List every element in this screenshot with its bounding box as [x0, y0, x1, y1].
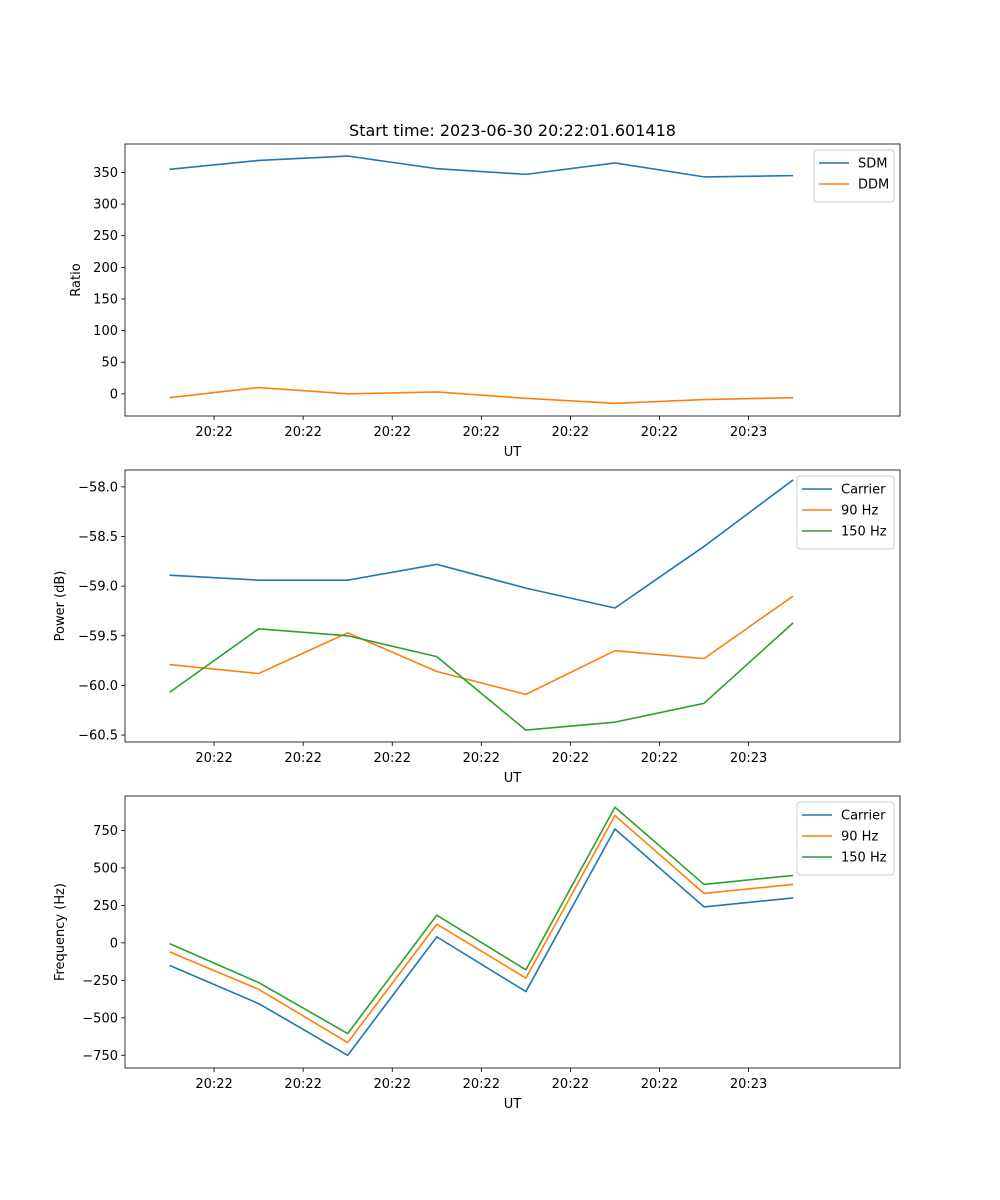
- y-tick-label: −750: [82, 1049, 118, 1064]
- y-axis-label: Ratio: [69, 263, 84, 296]
- y-tick-label: −60.0: [78, 679, 118, 694]
- legend-entry: DDM: [858, 178, 889, 193]
- y-tick-label: 350: [93, 166, 118, 181]
- chart-title: Start time: 2023-06-30 20:22:01.601418: [349, 121, 676, 140]
- x-axis-label: UT: [504, 445, 522, 460]
- y-tick-label: 0: [110, 936, 118, 951]
- x-tick-label: 20:23: [730, 425, 767, 440]
- x-tick-label: 20:22: [374, 425, 411, 440]
- series-line-carrier: [169, 479, 794, 609]
- x-tick-label: 20:22: [195, 425, 232, 440]
- y-tick-label: 50: [101, 356, 118, 371]
- y-tick-label: 200: [93, 261, 118, 276]
- y-tick-label: 750: [93, 824, 118, 839]
- x-tick-label: 20:23: [730, 1077, 767, 1092]
- x-tick-label: 20:22: [374, 1077, 411, 1092]
- panels: 20:22 20:22 20:22 20:22 20:22 20:22 20:23 0 50 10…: [53, 143, 901, 1112]
- x-tick-label: 20:22: [284, 425, 321, 440]
- legend: Carrier 90 Hz 150 Hz: [796, 475, 895, 550]
- x-tick-label: 20:23: [730, 751, 767, 766]
- y-tick-label: 0: [110, 387, 118, 402]
- x-tick-label: 20:22: [374, 751, 411, 766]
- series-line-150-hz: [169, 806, 794, 1035]
- y-tick-label: 500: [93, 861, 118, 876]
- x-tick-label: 20:22: [463, 1077, 500, 1092]
- series-line-90-hz: [169, 595, 794, 696]
- y-axis-label: Frequency (Hz): [53, 883, 68, 981]
- x-tick-label: 20:22: [284, 1077, 321, 1092]
- x-tick-label: 20:22: [641, 751, 678, 766]
- series-line-90-hz: [169, 814, 794, 1044]
- x-tick-label: 20:22: [195, 751, 232, 766]
- y-tick-label: −250: [82, 974, 118, 989]
- x-tick-label: 20:22: [641, 425, 678, 440]
- legend-entry: Carrier: [841, 483, 886, 498]
- x-tick-label: 20:22: [463, 425, 500, 440]
- legend-entry: 150 Hz: [841, 525, 887, 540]
- y-tick-label: −58.5: [78, 530, 118, 545]
- y-tick-label: 150: [93, 292, 118, 307]
- legend-entry: 150 Hz: [841, 851, 887, 866]
- legend: Carrier 90 Hz 150 Hz: [796, 801, 895, 876]
- x-tick-label: 20:22: [284, 751, 321, 766]
- x-axis-label: UT: [504, 1097, 522, 1112]
- series-line-carrier: [169, 828, 794, 1057]
- y-tick-label: 100: [93, 324, 118, 339]
- x-tick-label: 20:22: [641, 1077, 678, 1092]
- x-tick-label: 20:22: [552, 1077, 589, 1092]
- plot-frame: [124, 143, 901, 417]
- legend-entry: 90 Hz: [841, 504, 878, 519]
- x-tick-label: 20:22: [195, 1077, 232, 1092]
- y-tick-label: 250: [93, 229, 118, 244]
- chart-panel-3: 20:22 20:22 20:22 20:22 20:22 20:22 20:23 −750 −…: [53, 795, 901, 1112]
- y-tick-label: −60.5: [78, 729, 118, 744]
- x-axis-label: UT: [504, 771, 522, 786]
- x-tick-label: 20:22: [463, 751, 500, 766]
- legend: SDM DDM: [813, 149, 895, 203]
- x-tick-label: 20:22: [552, 425, 589, 440]
- legend-entry: 90 Hz: [841, 830, 878, 845]
- plot-frame: [124, 469, 901, 743]
- series-line-150-hz: [169, 622, 794, 731]
- y-axis-label: Power (dB): [53, 571, 68, 642]
- plot-frame: [124, 795, 901, 1069]
- legend-entry: SDM: [858, 157, 887, 172]
- y-tick-label: −59.0: [78, 580, 118, 595]
- legend-entry: Carrier: [841, 809, 886, 824]
- y-tick-label: −58.0: [78, 480, 118, 495]
- chart-panel-1: 20:22 20:22 20:22 20:22 20:22 20:22 20:23 0 50 10…: [69, 143, 901, 460]
- y-tick-label: 250: [93, 899, 118, 914]
- series-line-ddm: [169, 386, 794, 405]
- x-tick-label: 20:22: [552, 751, 589, 766]
- y-tick-label: −59.5: [78, 629, 118, 644]
- chart-panel-2: 20:22 20:22 20:22 20:22 20:22 20:22 20:23 −60.5…: [53, 469, 901, 786]
- series-line-sdm: [169, 155, 794, 178]
- y-tick-label: −500: [82, 1011, 118, 1026]
- y-tick-label: 300: [93, 198, 118, 213]
